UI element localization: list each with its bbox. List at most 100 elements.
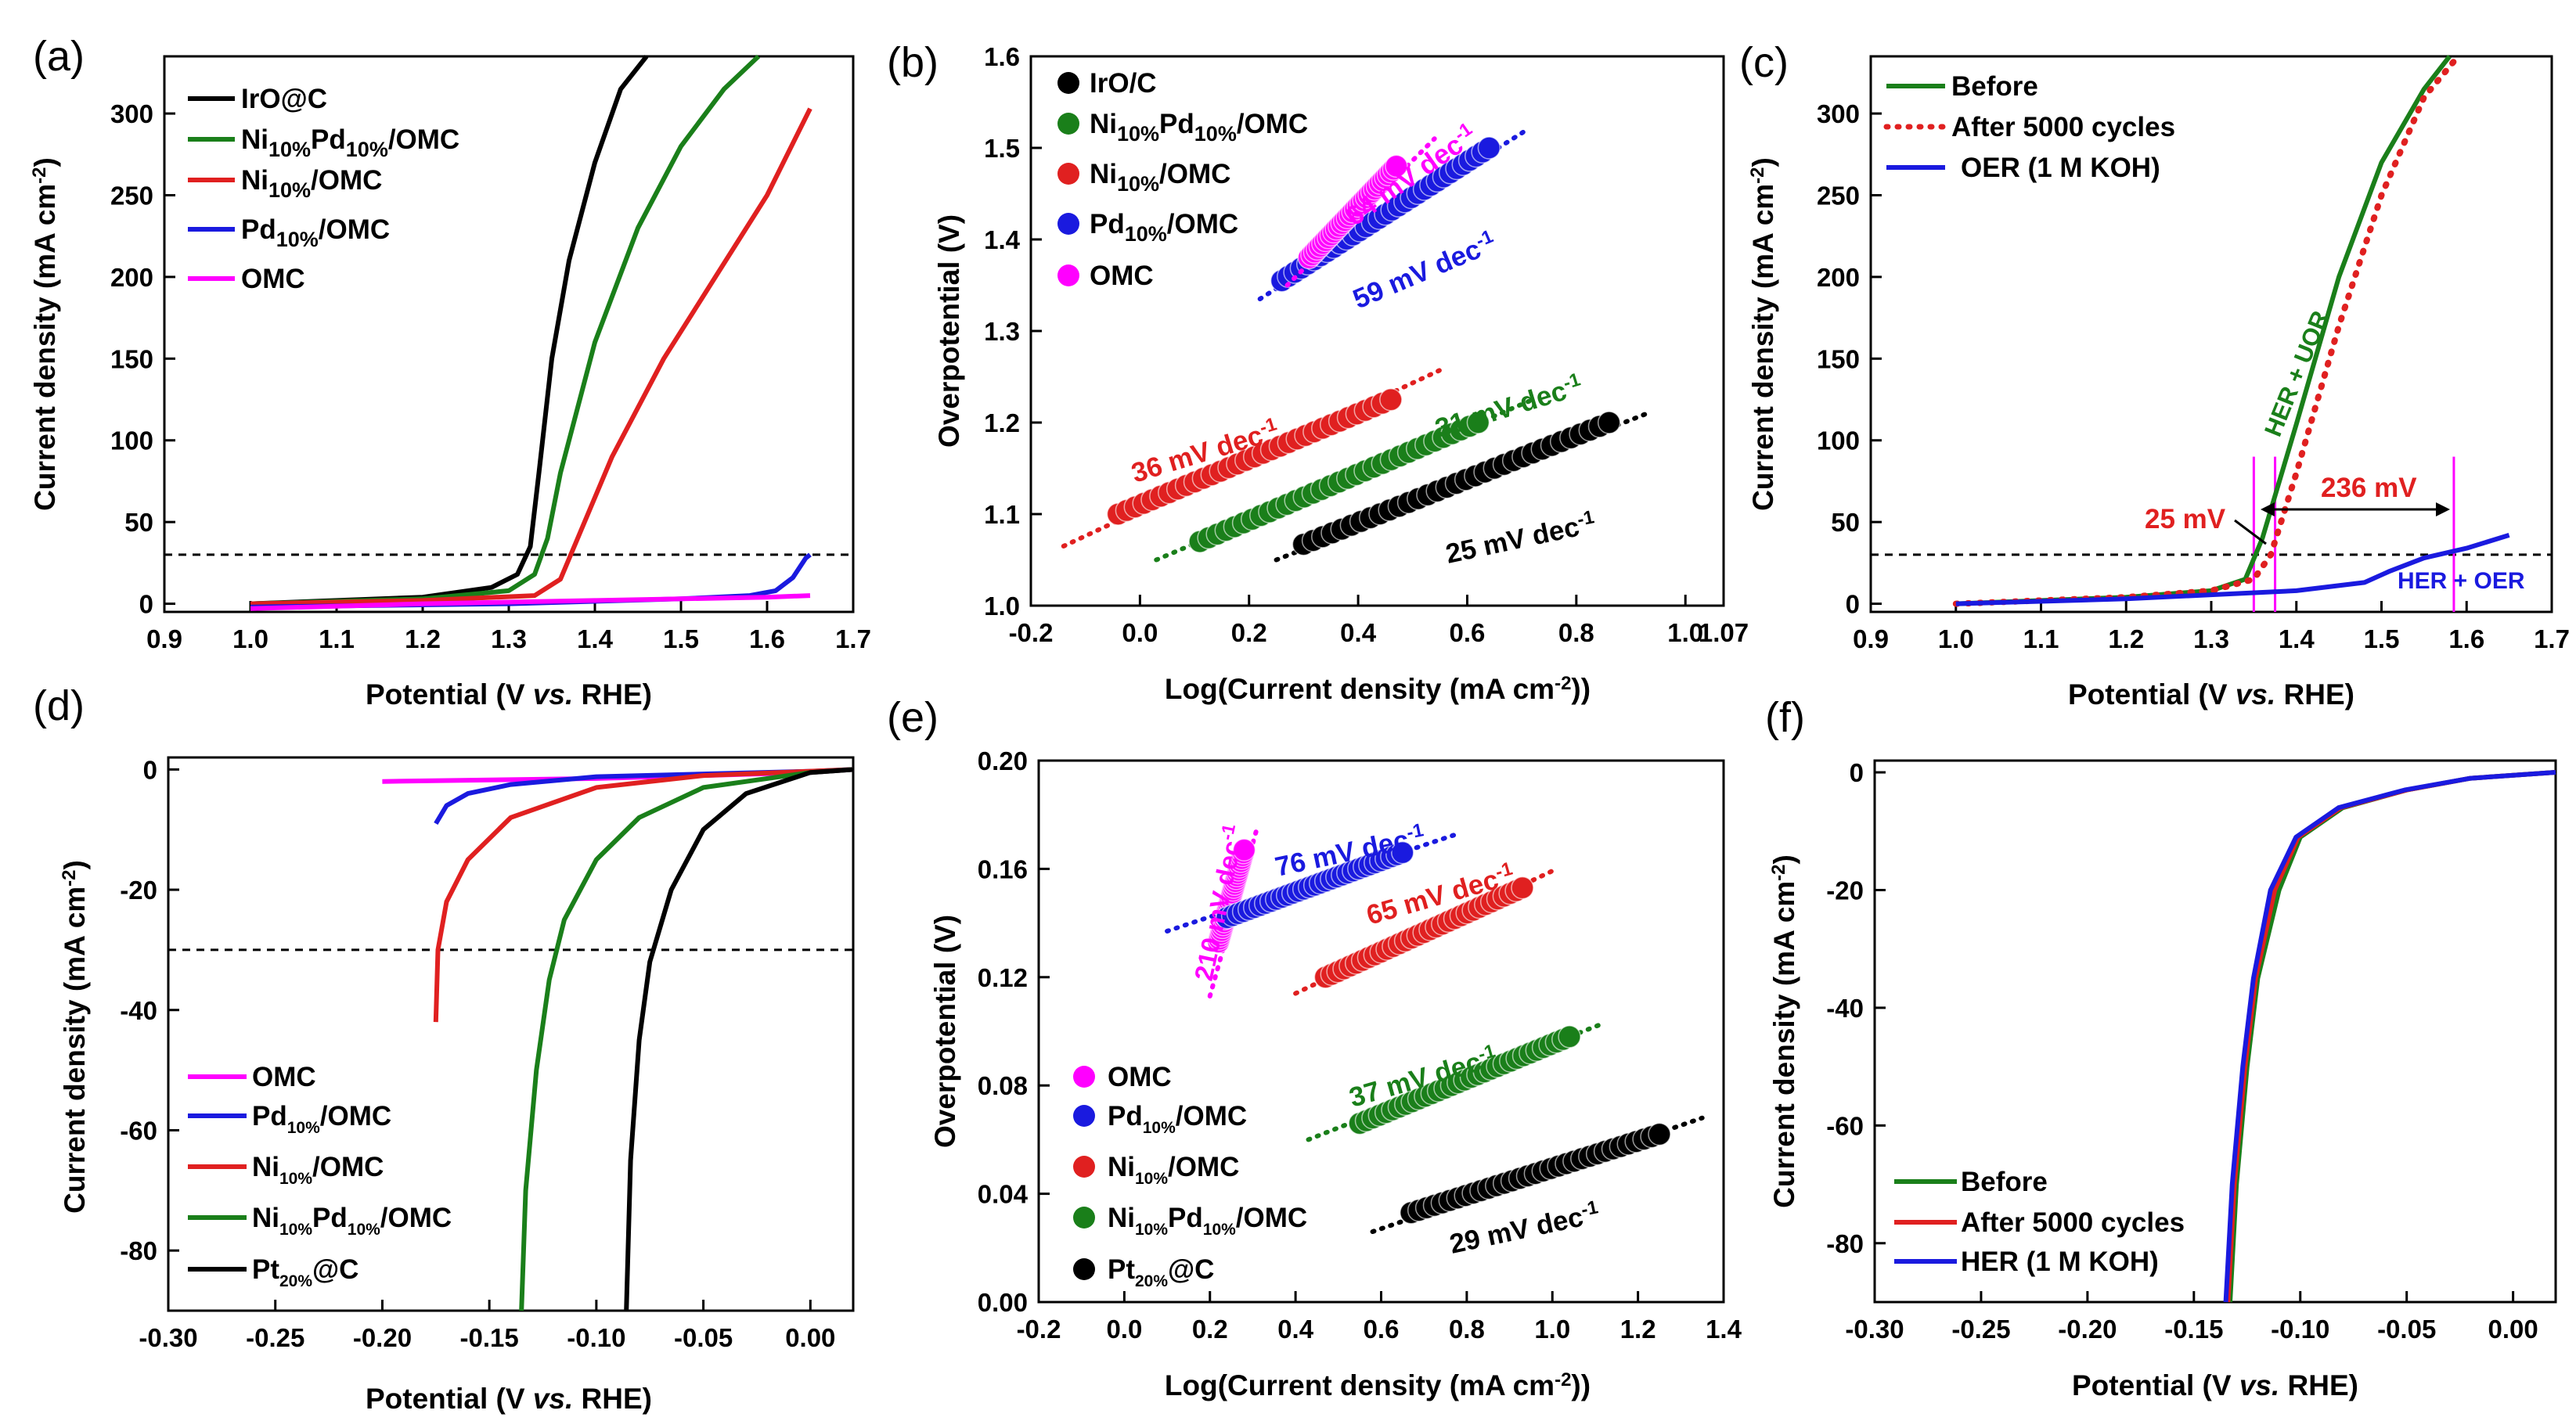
x-axis-label: Potential (V vs. RHE) [2068, 678, 2354, 710]
y-tick-label: 0.16 [978, 854, 1028, 883]
legend-label: OMC [241, 264, 305, 294]
x-tick-label: 1.7 [2534, 624, 2570, 653]
legend-label: After 5000 cycles [1961, 1207, 2185, 1238]
x-tick-label: 1.2 [2108, 624, 2144, 653]
arrow-head [2261, 502, 2275, 516]
data-point [1466, 411, 1490, 434]
legend-marker [1057, 264, 1079, 286]
y-axis-label: Current density (mA cm-2) [1768, 854, 1800, 1208]
x-tick-label: -0.25 [1951, 1315, 2010, 1344]
legend-label: Pd10%/OMC [241, 214, 390, 251]
legend-label: Pd10%/OMC [252, 1101, 391, 1137]
panel-label-f: (f) [1765, 694, 1805, 741]
x-axis-label: Potential (V vs. RHE) [2072, 1369, 2358, 1401]
x-tick-label: 0.6 [1450, 618, 1486, 647]
x-tick-label: -0.20 [353, 1323, 412, 1352]
x-axis-label: Log(Current density (mA cm-2)) [1165, 1369, 1591, 1401]
x-tick-label: -0.30 [139, 1323, 197, 1352]
plot-frame [1873, 759, 2557, 1304]
legend-label: OMC [1108, 1062, 1172, 1092]
legend-marker [1057, 72, 1079, 94]
series-line [1952, 53, 2462, 607]
data-point [1477, 136, 1501, 160]
y-tick-label: 300 [1817, 99, 1860, 128]
y-tick-label: 1.6 [984, 42, 1020, 71]
legend-marker [1073, 1258, 1095, 1280]
legend-label: OMC [1090, 261, 1154, 291]
series-line [2228, 770, 2556, 1303]
x-tick-label: 1.3 [2193, 624, 2229, 653]
legend-label: Ni10%Pd10%/OMC [1090, 109, 1308, 146]
x-tick-label: 1.0 [232, 624, 268, 653]
y-tick-label: 1.2 [984, 408, 1020, 437]
x-axis-label: Potential (V vs. RHE) [366, 678, 652, 710]
legend: IrO/C Ni10%Pd10%/OMC Ni10%/OMC Pd10%/OMC… [1057, 68, 1308, 291]
legend-marker [1057, 113, 1079, 135]
x-tick-label: 1.1 [319, 624, 355, 653]
x-tick-label: 0.2 [1231, 618, 1267, 647]
y-tick-label: 1.0 [984, 592, 1020, 621]
legend: OMC Pd10%/OMC Ni10%/OMC Ni10%Pd10%/OMC P… [1073, 1062, 1307, 1290]
x-tick-label: 1.3 [491, 624, 527, 653]
legend-marker [1073, 1207, 1095, 1229]
legend-marker [1073, 1066, 1095, 1088]
y-tick-label: -80 [1826, 1229, 1864, 1258]
x-tick-label: 0.0 [1106, 1315, 1142, 1344]
annotation: 25 mV [2145, 504, 2226, 534]
x-tick-label: -0.05 [2377, 1315, 2436, 1344]
x-tick-label: 0.6 [1364, 1315, 1400, 1344]
x-tick-label: 1.7 [835, 624, 871, 653]
x-tick-label: 1.4 [1706, 1315, 1742, 1344]
x-tick-label: 1.07 [1699, 618, 1749, 647]
series-line [1955, 533, 2510, 606]
y-tick-label: 0 [139, 590, 153, 619]
x-tick-label: 1.2 [405, 624, 441, 653]
legend-label: Ni10%Pd10%/OMC [252, 1203, 452, 1239]
y-tick-label: 300 [110, 99, 153, 128]
x-tick-label: -0.15 [2164, 1315, 2223, 1344]
slope-label: 25 mV dec-1 [1443, 506, 1598, 570]
series-line [433, 767, 854, 1023]
x-tick-label: -0.20 [2058, 1315, 2117, 1344]
legend-label: Before [1951, 71, 2038, 102]
y-tick-label: -20 [120, 876, 157, 905]
x-tick-label: -0.2 [1017, 1315, 1061, 1344]
x-tick-label: 1.2 [1620, 1315, 1656, 1344]
legend-label: Pd10%/OMC [1090, 209, 1238, 246]
panel-a: 0.9 1.0 1.1 1.2 1.3 1.4 1.5 1.6 1.7 0 50 100 150 200 2… [29, 54, 871, 710]
legend: OMC Pd10%/OMC Ni10%/OMC Ni10%Pd10%/OMC P… [188, 1062, 452, 1290]
legend-marker [1057, 213, 1079, 235]
y-tick-label: -40 [120, 996, 157, 1025]
y-tick-label: 0 [1850, 758, 1864, 787]
y-axis-label: Current density (mA cm-2) [59, 860, 91, 1214]
panel-label-b: (b) [887, 39, 939, 86]
y-axis-label: Current density (mA cm-2) [1747, 157, 1779, 511]
x-tick-label: 0.2 [1192, 1315, 1228, 1344]
x-tick-label: 1.4 [577, 624, 614, 653]
series-line [250, 593, 811, 611]
data-point [1385, 154, 1408, 178]
y-tick-label: 250 [110, 182, 153, 210]
legend-label: IrO@C [241, 84, 327, 114]
x-tick-label: -0.05 [674, 1323, 733, 1352]
legend-label: Ni10%Pd10%/OMC [241, 124, 459, 161]
arrow-head [2436, 502, 2450, 516]
y-tick-label: 1.4 [984, 225, 1021, 254]
panel-label-d: (d) [33, 682, 85, 729]
x-tick-label: 1.4 [2279, 624, 2315, 653]
legend-marker [1057, 163, 1079, 185]
x-tick-label: 1.0 [1938, 624, 1974, 653]
x-tick-label: 0.9 [1853, 624, 1889, 653]
legend-label: Ni10%/OMC [1108, 1152, 1239, 1188]
data-point [1648, 1122, 1671, 1146]
legend-label: Before [1961, 1167, 2048, 1197]
x-tick-label: 0.4 [1277, 1315, 1314, 1344]
y-tick-label: 1.5 [984, 134, 1020, 163]
y-tick-label: 250 [1817, 182, 1860, 210]
x-tick-label: -0.10 [567, 1323, 625, 1352]
legend-label: IrO/C [1090, 68, 1157, 99]
series-line [250, 107, 812, 606]
legend-label: Pt20%@C [1108, 1254, 1214, 1290]
panel-label-c: (c) [1739, 39, 1789, 86]
legend-marker [1073, 1105, 1095, 1127]
